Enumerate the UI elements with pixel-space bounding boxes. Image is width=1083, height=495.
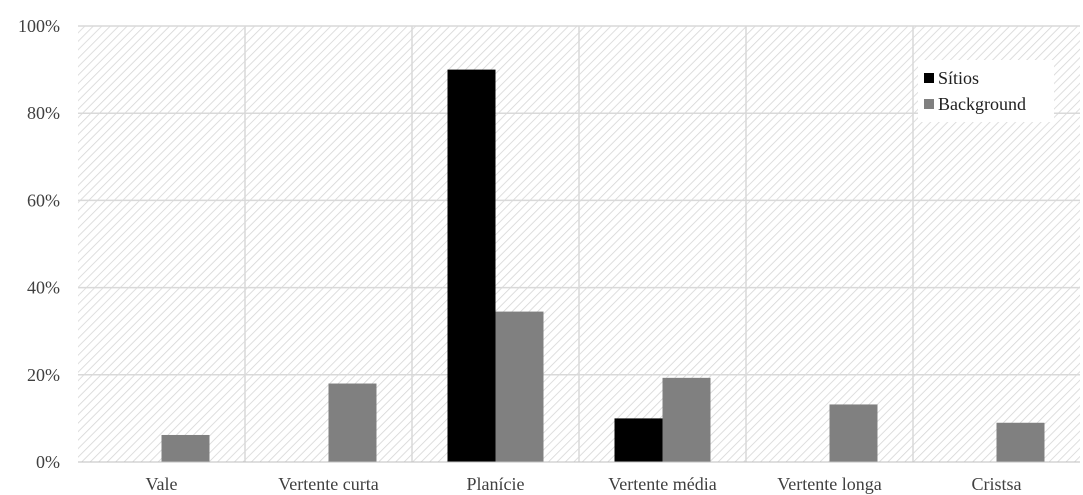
x-tick-label: Vertente média [608,474,716,494]
bar-sitios [447,69,496,462]
bar-background [829,404,878,462]
x-tick-label: Cristsa [971,474,1021,494]
bar-sitios [614,418,663,462]
bar-background [996,422,1045,462]
legend: Sítios Background [918,60,1054,122]
x-tick-label: Vale [146,474,178,494]
y-tick-label: 20% [27,365,60,385]
legend-label: Background [938,94,1026,114]
y-tick-label: 0% [36,452,60,472]
bar-background [328,383,377,462]
x-tick-label: Planície [467,474,525,494]
grid-lines [78,25,1080,462]
y-tick-label: 60% [27,190,60,210]
legend-label: Sítios [938,68,979,88]
legend-swatch [924,73,934,83]
bars [161,69,1045,462]
x-tick-label: Vertente longa [777,474,881,494]
y-tick-label: 40% [27,278,60,298]
bar-background [495,311,544,462]
x-axis: Vale Vertente curta Planície Vertente média… [146,474,1022,494]
y-tick-label: 100% [18,16,60,36]
bar-background [161,434,210,462]
y-axis: 0% 20% 40% 60% 80% 100% [18,16,60,472]
legend-box [918,60,1054,122]
legend-swatch [924,99,934,109]
x-tick-label: Vertente curta [278,474,378,494]
y-tick-label: 80% [27,103,60,123]
bar-background [662,377,711,462]
